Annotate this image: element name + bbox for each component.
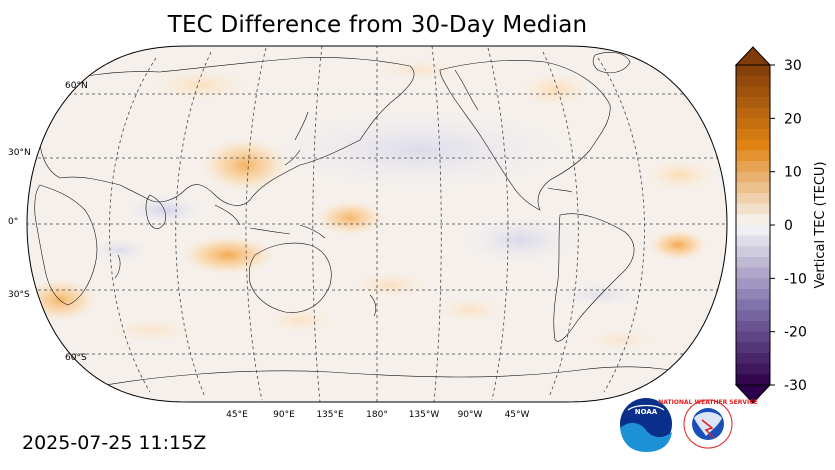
colorbar-band	[736, 75, 770, 87]
colorbar-band	[736, 97, 770, 109]
colorbar-band	[736, 107, 770, 119]
noaa-logo: NOAA	[620, 398, 672, 452]
colorbar-band	[736, 257, 770, 269]
colorbar-band	[736, 129, 770, 141]
latitude-labels: 60°N 30°N 0° 30°S 60°S	[8, 81, 88, 363]
colorbar-band	[736, 321, 770, 333]
colorbar-band	[736, 299, 770, 311]
map-panel	[26, 45, 728, 403]
lat-label-0: 0°	[8, 217, 18, 227]
colorbar-tick-label: -20	[784, 325, 807, 341]
lon-label-90w: 90°W	[458, 410, 483, 420]
colorbar-band	[736, 235, 770, 247]
colorbar-band	[736, 86, 770, 98]
colorbar-band	[736, 278, 770, 290]
colorbar-extend-top	[734, 46, 772, 66]
colorbar-band	[736, 267, 770, 279]
colorbar-band	[736, 363, 770, 375]
colorbar-band	[736, 203, 770, 215]
lon-label-45w: 45°W	[505, 410, 530, 420]
lat-label-60n: 60°N	[65, 81, 88, 91]
colorbar-label: Vertical TEC (TECU)	[813, 161, 828, 288]
coastlines	[34, 52, 721, 391]
colorbar-tick-label: 0	[784, 218, 793, 234]
colorbar-band	[736, 246, 770, 258]
colorbar-band	[736, 161, 770, 173]
colorbar-band	[736, 225, 770, 237]
colorbar-ticks: 30 20 10 0 -10 -20 -30	[770, 58, 807, 394]
colorbar-tick-label: -30	[784, 378, 807, 394]
colorbar-tick-label: 20	[784, 111, 802, 127]
graticule	[27, 46, 727, 402]
lat-label-30s: 30°S	[8, 290, 30, 300]
lon-label-90e: 90°E	[273, 410, 295, 420]
longitude-labels: 45°E 90°E 135°E 180° 135°W 90°W 45°W	[226, 410, 529, 420]
colorbar-band	[736, 214, 770, 226]
globe-border	[26, 45, 728, 403]
colorbar-band	[736, 182, 770, 194]
colorbar-tick-label: 30	[784, 58, 802, 74]
noaa-logo-text: NOAA	[635, 408, 658, 416]
colorbar: 30 20 10 0 -10 -20 -30 Vertical TEC (TECU)	[734, 46, 828, 404]
colorbar-band	[736, 118, 770, 130]
colorbar-band	[736, 353, 770, 365]
nws-logo: NATIONAL WEATHER SERVICE	[658, 399, 758, 449]
colorbar-band	[736, 171, 770, 183]
colorbar-band	[736, 289, 770, 301]
lon-label-45e: 45°E	[226, 410, 248, 420]
colorbar-tick-label: 10	[784, 165, 802, 181]
lon-label-135w: 135°W	[409, 410, 440, 420]
colorbar-bands	[736, 65, 770, 386]
lon-label-135e: 135°E	[316, 410, 344, 420]
map-title: TEC Difference from 30-Day Median	[167, 12, 588, 38]
tec-anomaly-field	[27, 52, 721, 391]
colorbar-band	[736, 374, 770, 386]
colorbar-band	[736, 331, 770, 343]
colorbar-band	[736, 342, 770, 354]
colorbar-band	[736, 150, 770, 162]
lat-label-60s: 60°S	[65, 353, 87, 363]
nws-logo-text: NATIONAL WEATHER SERVICE	[658, 399, 757, 406]
colorbar-band	[736, 65, 770, 77]
timestamp: 2025-07-25 11:15Z	[22, 432, 207, 454]
colorbar-band	[736, 310, 770, 322]
lon-label-180: 180°	[366, 410, 388, 420]
colorbar-band	[736, 193, 770, 205]
colorbar-band	[736, 139, 770, 151]
colorbar-tick-label: -10	[784, 271, 807, 287]
lat-label-30n: 30°N	[8, 148, 31, 158]
